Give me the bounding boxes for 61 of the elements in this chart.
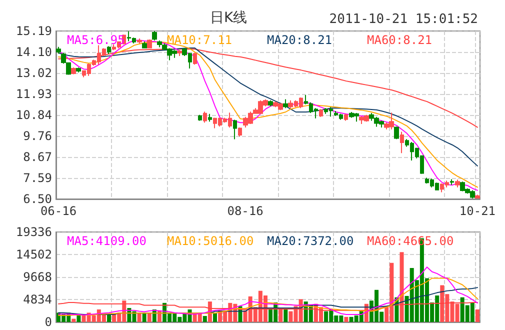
y-tick-label: 14.10 (16, 45, 52, 60)
candlestick (147, 39, 152, 49)
bar (400, 252, 404, 322)
line-series (58, 266, 478, 316)
y-tick-label: 8.67 (23, 150, 52, 164)
candlestick (475, 194, 480, 199)
y-tick-label: 19336 (16, 225, 52, 239)
y-tick-label: 7.59 (23, 170, 52, 185)
candlestick (400, 131, 404, 154)
text: MA20:7372.00 (267, 234, 354, 248)
bar (107, 314, 111, 322)
bar (344, 316, 348, 322)
candlestick (238, 126, 242, 138)
candlestick (203, 111, 207, 124)
text: 2011-10-21 15:01:52 (329, 12, 478, 27)
y-tick-label: 15.19 (16, 24, 52, 38)
bar (475, 309, 480, 322)
candlestick (177, 50, 182, 56)
candlestick (450, 178, 454, 186)
candlestick (198, 114, 202, 122)
series-label: MA10:7.11 (167, 33, 232, 47)
candlestick (283, 98, 288, 109)
line-series (58, 48, 478, 166)
candlestick (193, 52, 197, 66)
candlestick (455, 179, 460, 188)
y-tick-label: 9668 (23, 270, 52, 284)
candlestick (319, 108, 323, 118)
candlestick (152, 30, 157, 41)
candlestick (344, 113, 348, 122)
y-tick-label: 13.02 (16, 66, 52, 80)
candlestick (71, 67, 76, 75)
bar (202, 316, 207, 322)
y-tick-label: 11.93 (16, 87, 52, 102)
y-tick-label: 6.50 (23, 192, 52, 206)
y-tick-label: 10.84 (16, 108, 52, 122)
candlestick (142, 40, 147, 49)
candlestick (233, 119, 237, 140)
text: MA60:8.21 (367, 33, 432, 47)
candlestick (76, 67, 81, 73)
y-tick-label: 4834 (23, 292, 52, 306)
chart-title: 日K线 (210, 10, 248, 26)
line-series (58, 48, 478, 128)
text: MA20:8.21 (267, 33, 332, 47)
y-tick-label: 9.76 (23, 128, 52, 143)
candlestick (394, 126, 399, 140)
line-series (58, 278, 478, 316)
bar (72, 318, 76, 322)
bar (76, 315, 81, 322)
x-tick-label: 08-16 (227, 204, 264, 218)
y-tick-label: 0 (44, 315, 52, 329)
candlestick (208, 113, 212, 122)
candlestick (268, 100, 273, 107)
line-series (58, 302, 478, 311)
candlestick (137, 38, 142, 44)
candlestick (107, 46, 111, 55)
x-tick-label: 10-21 (459, 204, 496, 218)
y-tick-label: 14502 (16, 248, 52, 262)
bar (284, 309, 288, 322)
text: MA10:5016.00 (167, 234, 254, 248)
x-tick-label: 06-16 (40, 204, 77, 218)
text: MA5:4109.00 (67, 234, 146, 248)
